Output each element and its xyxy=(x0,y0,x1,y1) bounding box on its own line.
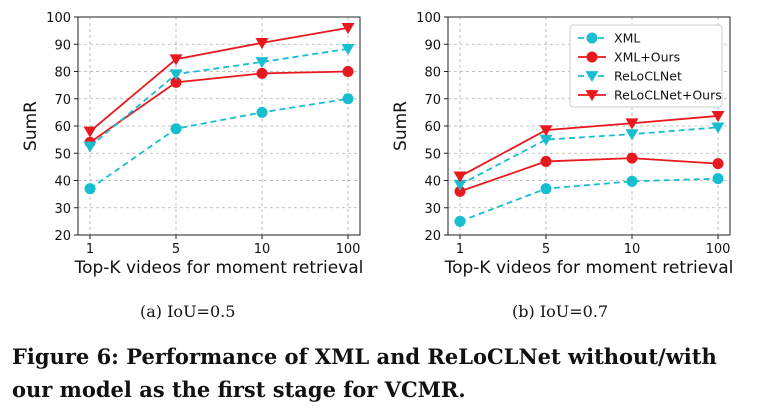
y-tick-label: 30 xyxy=(424,202,441,217)
data-point xyxy=(169,54,183,66)
y-tick-label: 90 xyxy=(424,38,441,53)
legend-marker xyxy=(586,32,598,44)
legend-marker xyxy=(585,71,599,83)
x-tick-label: 100 xyxy=(706,242,731,257)
legend-label: ReLoCLNet+Ours xyxy=(614,88,722,103)
data-point xyxy=(625,129,639,141)
data-point xyxy=(539,134,553,146)
data-point xyxy=(84,183,96,195)
data-point xyxy=(83,141,97,153)
x-tick-label: 1 xyxy=(86,242,94,257)
data-point xyxy=(255,38,269,50)
y-tick-label: 60 xyxy=(54,120,71,135)
data-point xyxy=(255,57,269,69)
y-tick-label: 40 xyxy=(54,175,71,190)
data-point xyxy=(170,123,182,135)
series-line-xml-ours xyxy=(89,70,349,144)
series-line-xml-ours xyxy=(459,157,719,193)
y-tick-label: 80 xyxy=(424,66,441,81)
legend: XML XML+Ours ReLoCLNet ReLoCLNet+Ours xyxy=(569,24,723,108)
y-tick-label: 100 xyxy=(46,11,71,26)
y-tick-label: 100 xyxy=(416,11,441,26)
subcaption-b: (b) IoU=0.7 xyxy=(512,302,609,321)
y-axis-label: SumR xyxy=(391,101,411,151)
data-point xyxy=(341,44,355,56)
y-tick-label: 80 xyxy=(54,66,71,81)
y-tick-label: 20 xyxy=(54,229,71,244)
series-line-xml xyxy=(89,97,349,190)
legend-label: XML+Ours xyxy=(614,50,680,65)
data-point xyxy=(453,171,467,183)
series-line-reloclnet-ours xyxy=(459,115,719,178)
x-axis-label: Top-K videos for moment retrieval xyxy=(74,258,364,278)
data-point xyxy=(170,76,182,88)
y-tick-label: 70 xyxy=(54,93,71,108)
data-point xyxy=(626,175,638,187)
y-tick-label: 60 xyxy=(424,120,441,135)
data-point xyxy=(625,118,639,130)
data-point xyxy=(169,69,183,81)
data-point xyxy=(711,111,725,123)
data-point xyxy=(256,106,268,118)
data-point xyxy=(342,66,354,77)
data-point xyxy=(454,215,466,227)
data-point xyxy=(83,126,97,138)
data-point xyxy=(540,183,552,195)
y-tick-label: 20 xyxy=(424,229,441,244)
y-tick-label: 50 xyxy=(424,147,441,162)
data-point xyxy=(539,125,553,137)
x-tick-label: 1 xyxy=(456,242,464,257)
data-point xyxy=(256,67,268,79)
x-tick-label: 5 xyxy=(172,242,180,257)
x-tick-label: 10 xyxy=(624,242,641,257)
series-line-reloclnet-ours xyxy=(89,27,349,133)
y-axis-label: SumR xyxy=(21,101,41,151)
subcaption-a: (a) IoU=0.5 xyxy=(140,302,236,321)
data-point xyxy=(540,155,552,167)
y-tick-label: 90 xyxy=(54,38,71,53)
series-line-reloclnet xyxy=(459,126,719,186)
data-point xyxy=(711,122,725,134)
legend-label: ReLoCLNet xyxy=(614,69,682,84)
y-tick-label: 50 xyxy=(54,147,71,162)
y-tick-label: 40 xyxy=(424,175,441,190)
x-axis-label: Top-K videos for moment retrieval xyxy=(444,258,734,278)
data-point xyxy=(712,173,724,185)
data-point xyxy=(454,185,466,197)
data-point xyxy=(626,152,638,164)
series-line-reloclnet xyxy=(89,47,349,148)
series-line-xml xyxy=(459,177,719,223)
legend-marker xyxy=(585,90,599,102)
data-point xyxy=(342,93,354,105)
data-point xyxy=(341,23,355,35)
data-point xyxy=(453,179,467,191)
x-tick-label: 5 xyxy=(542,242,550,257)
y-tick-label: 30 xyxy=(54,202,71,217)
legend-marker xyxy=(586,51,598,63)
figure-caption: Figure 6: Performance of XML and ReLoCLN… xyxy=(12,344,717,402)
x-tick-label: 10 xyxy=(254,242,271,257)
x-tick-label: 100 xyxy=(336,242,361,257)
legend-label: XML xyxy=(614,31,640,46)
y-tick-label: 70 xyxy=(424,93,441,108)
data-point xyxy=(712,158,724,170)
legend-box xyxy=(569,24,723,108)
